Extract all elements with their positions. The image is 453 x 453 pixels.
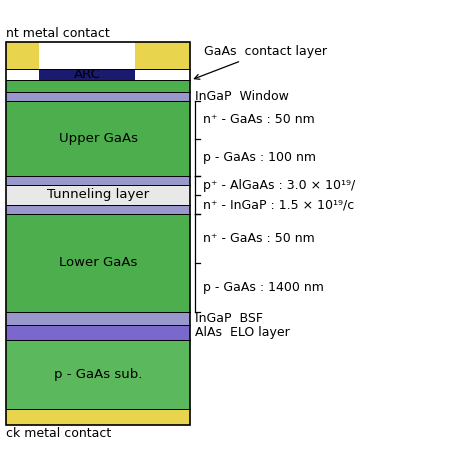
Bar <box>6 176 190 185</box>
Text: Lower GaAs: Lower GaAs <box>59 256 137 270</box>
Bar <box>6 312 190 325</box>
Text: nt metal contact: nt metal contact <box>6 27 110 40</box>
Text: ck metal contact: ck metal contact <box>6 427 111 440</box>
Text: ARC: ARC <box>74 68 101 81</box>
Text: Upper GaAs: Upper GaAs <box>59 132 138 145</box>
Bar <box>39 69 135 80</box>
Bar <box>6 42 190 424</box>
Text: InGaP  Window: InGaP Window <box>195 90 289 103</box>
Bar <box>6 205 190 214</box>
Bar <box>6 185 190 205</box>
Text: p - GaAs : 100 nm: p - GaAs : 100 nm <box>202 151 316 164</box>
Bar <box>135 42 190 69</box>
Bar <box>6 214 190 312</box>
Text: p - GaAs : 1400 nm: p - GaAs : 1400 nm <box>202 281 323 294</box>
Bar <box>6 340 190 410</box>
Text: Tunneling layer: Tunneling layer <box>47 188 149 202</box>
Bar <box>6 92 190 101</box>
Text: InGaP  BSF: InGaP BSF <box>195 312 263 325</box>
Bar <box>6 101 190 176</box>
Bar <box>6 410 190 424</box>
Bar <box>6 325 190 340</box>
Text: GaAs  contact layer: GaAs contact layer <box>194 45 327 79</box>
Text: n⁺ - InGaP : 1.5 × 10¹⁹/c: n⁺ - InGaP : 1.5 × 10¹⁹/c <box>202 198 354 211</box>
Bar <box>6 80 190 92</box>
Text: p - GaAs sub.: p - GaAs sub. <box>54 368 142 381</box>
Text: n⁺ - GaAs : 50 nm: n⁺ - GaAs : 50 nm <box>202 113 314 126</box>
Text: p⁺ - AlGaAs : 3.0 × 10¹⁹/: p⁺ - AlGaAs : 3.0 × 10¹⁹/ <box>202 179 355 192</box>
Bar <box>6 42 39 69</box>
Text: n⁺ - GaAs : 50 nm: n⁺ - GaAs : 50 nm <box>202 232 314 245</box>
Text: AlAs  ELO layer: AlAs ELO layer <box>195 326 290 339</box>
